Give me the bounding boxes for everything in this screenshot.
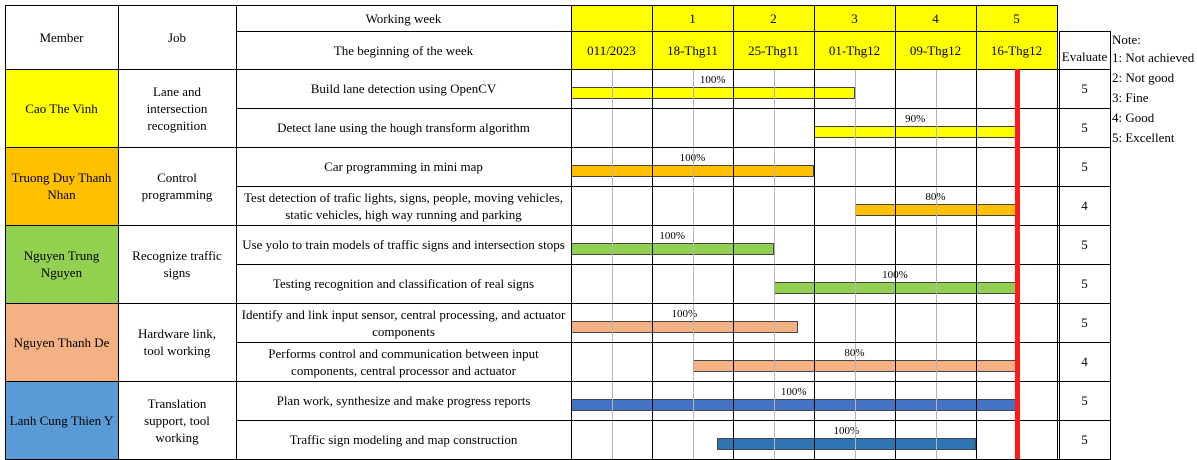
grid-line bbox=[895, 5, 896, 69]
week-start-2: 25-Thg11 bbox=[748, 42, 799, 58]
grid-line bbox=[236, 420, 1111, 421]
member-header: Member bbox=[39, 29, 84, 45]
grid-line bbox=[5, 69, 1111, 70]
member-name: Lanh Cung Thien Y bbox=[5, 381, 118, 459]
task-label: Testing recognition and classification o… bbox=[272, 276, 535, 291]
grid-line bbox=[236, 342, 1111, 343]
grid-line bbox=[652, 5, 653, 69]
task-bar bbox=[571, 321, 798, 333]
grid-line bbox=[733, 5, 734, 69]
grid-line bbox=[236, 186, 1111, 187]
task-label: Build lane detection using OpenCV bbox=[310, 81, 497, 96]
grid-line bbox=[1057, 5, 1058, 69]
week-number-1: 1 bbox=[689, 10, 696, 26]
task-percent: 100% bbox=[699, 74, 726, 86]
member-job: Recognize traffic signs bbox=[132, 248, 222, 280]
note-item: 4: Good bbox=[1112, 110, 1155, 125]
grid-line bbox=[5, 147, 1111, 148]
grid-line bbox=[1110, 31, 1111, 459]
grid-line bbox=[236, 264, 1111, 265]
task-label: Use yolo to train models of traffic sign… bbox=[242, 237, 565, 252]
grid-line bbox=[236, 5, 237, 459]
week-number-4: 4 bbox=[932, 10, 939, 26]
task-bar bbox=[571, 87, 855, 99]
task-bar bbox=[716, 438, 976, 450]
week-start-5: 16-Thg12 bbox=[990, 42, 1043, 58]
task-percent: 80% bbox=[916, 191, 956, 203]
note-item: 3: Fine bbox=[1112, 90, 1149, 105]
note-item: 1: Not achieved bbox=[1112, 50, 1195, 65]
task-percent: 100% bbox=[671, 308, 698, 320]
task-evaluate: 5 bbox=[1081, 237, 1088, 252]
evaluate-header: Evaluate bbox=[1061, 48, 1108, 64]
working-week-header: Working week bbox=[365, 10, 442, 26]
grid-line bbox=[5, 381, 1111, 382]
week-start-4: 09-Thg12 bbox=[909, 42, 962, 58]
grid-line bbox=[5, 303, 1111, 304]
grid-line bbox=[236, 108, 1111, 109]
member-job: Control programming bbox=[141, 170, 213, 202]
grid-line bbox=[5, 225, 1111, 226]
job-header: Job bbox=[167, 29, 187, 45]
grid-line bbox=[1059, 31, 1111, 32]
task-evaluate: 5 bbox=[1081, 432, 1088, 447]
task-evaluate: 5 bbox=[1081, 315, 1088, 330]
week-start-0: 011/2023 bbox=[587, 42, 636, 58]
task-percent: 90% bbox=[905, 113, 926, 125]
task-evaluate: 5 bbox=[1081, 120, 1088, 135]
task-evaluate: 5 bbox=[1081, 81, 1088, 96]
task-label: Test detection of trafic lights, signs, … bbox=[244, 189, 563, 222]
week-number-2: 2 bbox=[770, 10, 777, 26]
week-start-3: 01-Thg12 bbox=[828, 42, 881, 58]
grid-line bbox=[236, 31, 1058, 32]
member-job: Translation support, tool working bbox=[144, 395, 210, 445]
task-percent: 100% bbox=[780, 386, 807, 398]
task-bar bbox=[571, 399, 1017, 411]
member-name: Truong Duy Thanh Nhan bbox=[5, 147, 118, 225]
current-week-marker bbox=[1014, 69, 1020, 459]
week-start-1: 18-Thg11 bbox=[667, 42, 718, 58]
grid-line bbox=[814, 5, 815, 69]
task-bar bbox=[814, 126, 1017, 138]
task-label: Detect lane using the hough transform al… bbox=[277, 120, 530, 135]
member-job: Lane and intersection recognition bbox=[146, 83, 208, 133]
week-beginning-header: The beginning of the week bbox=[333, 42, 474, 58]
week-number-0 bbox=[571, 5, 652, 31]
task-label: Performs control and communication betwe… bbox=[268, 345, 539, 378]
member-name: Nguyen Thanh De bbox=[5, 303, 118, 381]
task-label: Plan work, synthesize and make progress … bbox=[276, 393, 531, 408]
task-percent: 100% bbox=[833, 425, 860, 437]
task-label: Identify and link input sensor, central … bbox=[241, 306, 566, 339]
note-title: Note: bbox=[1112, 32, 1141, 47]
grid-line bbox=[5, 5, 1058, 6]
grid-line bbox=[976, 5, 977, 69]
task-evaluate: 5 bbox=[1081, 393, 1088, 408]
grid-line bbox=[5, 5, 6, 459]
task-evaluate: 5 bbox=[1081, 276, 1088, 291]
task-evaluate: 4 bbox=[1081, 354, 1088, 369]
task-evaluate: 4 bbox=[1081, 198, 1088, 213]
task-evaluate: 5 bbox=[1081, 159, 1088, 174]
note-item: 2: Not good bbox=[1112, 70, 1175, 85]
grid-line bbox=[118, 5, 119, 459]
task-percent: 80% bbox=[835, 347, 875, 359]
week-number-3: 3 bbox=[851, 10, 858, 26]
task-percent: 100% bbox=[673, 152, 713, 164]
member-name: Nguyen Trung Nguyen bbox=[5, 225, 118, 303]
grid-line bbox=[1059, 31, 1060, 459]
grid-line bbox=[571, 5, 572, 69]
member-name: Cao The Vinh bbox=[5, 69, 118, 147]
task-label: Traffic sign modeling and map constructi… bbox=[289, 432, 518, 447]
week-number-5: 5 bbox=[1013, 10, 1020, 26]
task-label: Car programming in mini map bbox=[324, 159, 483, 174]
member-job: Hardware link, tool working bbox=[138, 326, 216, 358]
task-bar bbox=[571, 243, 774, 255]
task-percent: 100% bbox=[659, 230, 686, 242]
note-item: 5: Excellent bbox=[1112, 130, 1175, 145]
task-percent: 100% bbox=[875, 269, 915, 281]
